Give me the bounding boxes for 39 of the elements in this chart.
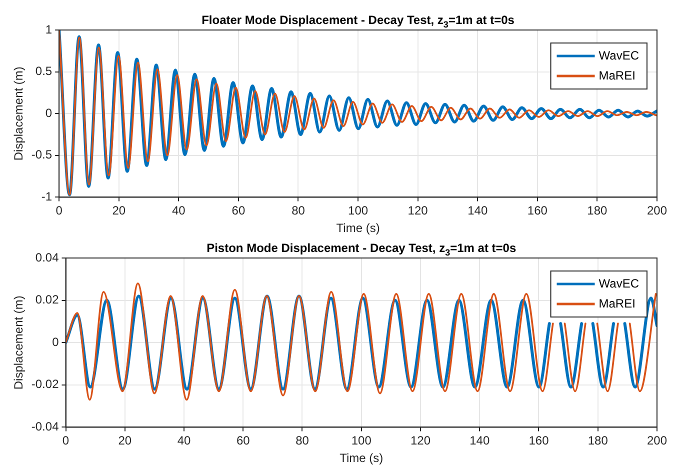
x-tick-label: 20 (112, 204, 126, 218)
y-tick-label: 0 (45, 106, 52, 120)
x-axis-title: Time (s) (340, 451, 384, 466)
x-tick-label: 60 (236, 434, 250, 448)
x-tick-label: 20 (118, 434, 132, 448)
y-tick-label: -0.04 (31, 420, 60, 434)
x-tick-label: 180 (588, 434, 608, 448)
x-tick-label: 180 (587, 204, 608, 218)
x-tick-label: 140 (470, 434, 490, 448)
legend-label: MaREI (598, 296, 636, 310)
x-tick-label: 100 (348, 204, 368, 218)
y-tick-label: 0.5 (35, 64, 52, 78)
y-tick-label: -0.02 (31, 377, 60, 392)
x-tick-label: 120 (410, 434, 431, 448)
legend-label: WavEC (598, 48, 640, 62)
x-tick-label: 40 (177, 434, 191, 448)
y-tick-label: 0.04 (35, 250, 60, 264)
y-axis-title: Displacement (m) (12, 296, 26, 390)
x-tick-label: 160 (528, 434, 550, 448)
y-axis-title: Displacement (m) (12, 66, 26, 161)
x-tick-label: 0 (62, 434, 70, 448)
x-tick-label: 60 (232, 204, 246, 218)
x-tick-label: 100 (351, 434, 372, 448)
x-tick-label: 80 (296, 434, 310, 448)
x-tick-label: 40 (172, 204, 186, 218)
legend-label: WavEC (598, 276, 640, 290)
y-tick-label: 0.02 (35, 292, 60, 307)
y-tick-label: 1 (45, 22, 52, 36)
legend-label: MaREI (598, 68, 636, 82)
y-tick-label: -0.5 (31, 148, 52, 162)
x-tick-label: 140 (468, 204, 488, 218)
x-tick-label: 200 (646, 434, 668, 448)
y-tick-label: 0 (52, 334, 60, 349)
x-tick-label: 80 (292, 204, 306, 218)
x-tick-label: 200 (646, 204, 668, 218)
x-tick-label: 160 (527, 204, 548, 218)
y-tick-label: -1 (41, 190, 52, 204)
x-axis-title: Time (s) (336, 221, 380, 236)
x-tick-label: 120 (408, 204, 428, 218)
